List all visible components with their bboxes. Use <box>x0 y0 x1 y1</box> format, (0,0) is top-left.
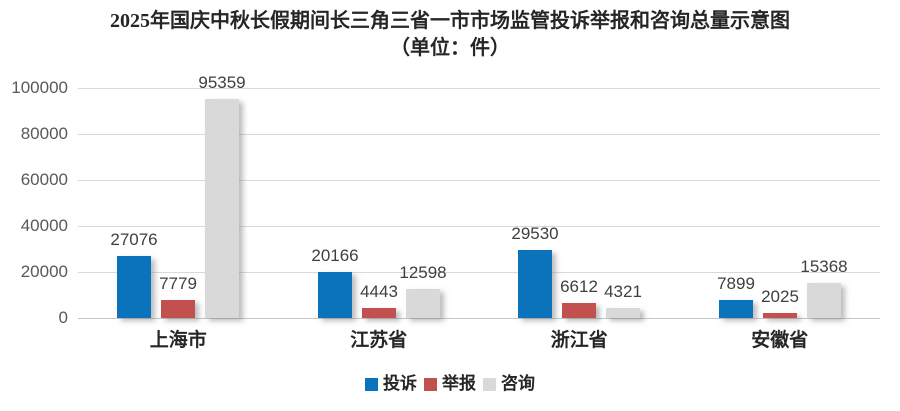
gridline <box>78 179 880 181</box>
bar-value-label-reports-jiangsu: 4443 <box>360 282 398 301</box>
category-label-jiangsu: 江苏省 <box>350 330 408 351</box>
legend-swatch-consultations <box>483 377 496 391</box>
legend-item-reports: 举报 <box>424 374 476 394</box>
gridline <box>78 225 880 227</box>
x-axis-line <box>78 317 880 319</box>
bar-value-label-complaints-anhui: 7899 <box>717 274 755 293</box>
legend-item-complaints: 投诉 <box>365 374 417 394</box>
gridline <box>78 87 880 89</box>
bar-complaints-zhejiang <box>518 250 552 318</box>
y-tick-label: 60000 <box>20 170 68 189</box>
bar-complaints-jiangsu <box>318 272 352 318</box>
bar-complaints-shanghai <box>117 256 151 318</box>
legend-label-complaints: 投诉 <box>383 374 417 393</box>
bar-value-label-consultations-zhejiang: 4321 <box>604 282 642 301</box>
chart-title: 2025年国庆中秋长假期间长三角三省一市市场监管投诉举报和咨询总量示意图 <box>110 10 790 32</box>
legend-item-consultations: 咨询 <box>483 374 535 394</box>
bar-consultations-anhui <box>807 283 841 318</box>
bar-consultations-jiangsu <box>406 289 440 318</box>
chart-subtitle: （单位：件） <box>390 37 510 59</box>
bar-consultations-shanghai <box>205 99 239 318</box>
chart-title-block: 2025年国庆中秋长假期间长三角三省一市市场监管投诉举报和咨询总量示意图 （单位… <box>0 8 900 62</box>
category-label-zhejiang: 浙江省 <box>550 330 608 351</box>
y-tick-label: 100000 <box>11 78 68 97</box>
legend-label-reports: 举报 <box>442 374 476 393</box>
legend-label-consultations: 咨询 <box>501 374 535 393</box>
y-tick-label: 0 <box>58 308 68 327</box>
legend-swatch-reports <box>424 377 437 391</box>
y-tick-label: 20000 <box>20 262 68 281</box>
y-tick-label: 40000 <box>20 216 68 235</box>
y-tick-label: 80000 <box>20 124 68 143</box>
bar-complaints-anhui <box>719 300 753 318</box>
gridline <box>78 133 880 135</box>
bar-value-label-reports-anhui: 2025 <box>761 287 799 306</box>
bar-consultations-zhejiang <box>606 308 640 318</box>
bar-value-label-consultations-jiangsu: 12598 <box>399 263 447 282</box>
legend: 投诉 举报 咨询 <box>0 374 900 394</box>
bar-reports-jiangsu <box>362 308 396 318</box>
bar-value-label-consultations-anhui: 15368 <box>800 257 848 276</box>
category-label-anhui: 安徽省 <box>751 330 809 351</box>
bar-value-label-complaints-zhejiang: 29530 <box>511 224 559 243</box>
bar-reports-shanghai <box>161 300 195 318</box>
bar-value-label-complaints-jiangsu: 20166 <box>311 246 359 265</box>
category-label-shanghai: 上海市 <box>149 330 207 351</box>
plot-area: 27076 7779 95359 20166 4443 12598 29530 6612 432… <box>78 73 880 319</box>
bar-value-label-reports-zhejiang: 6612 <box>560 277 598 296</box>
bar-value-label-consultations-shanghai: 95359 <box>198 73 246 92</box>
bar-reports-zhejiang <box>562 303 596 318</box>
bar-value-label-complaints-shanghai: 27076 <box>110 230 158 249</box>
bar-value-label-reports-shanghai: 7779 <box>159 274 197 293</box>
bar-reports-anhui <box>763 313 797 318</box>
gridline <box>78 271 880 273</box>
legend-swatch-complaints <box>365 377 378 391</box>
